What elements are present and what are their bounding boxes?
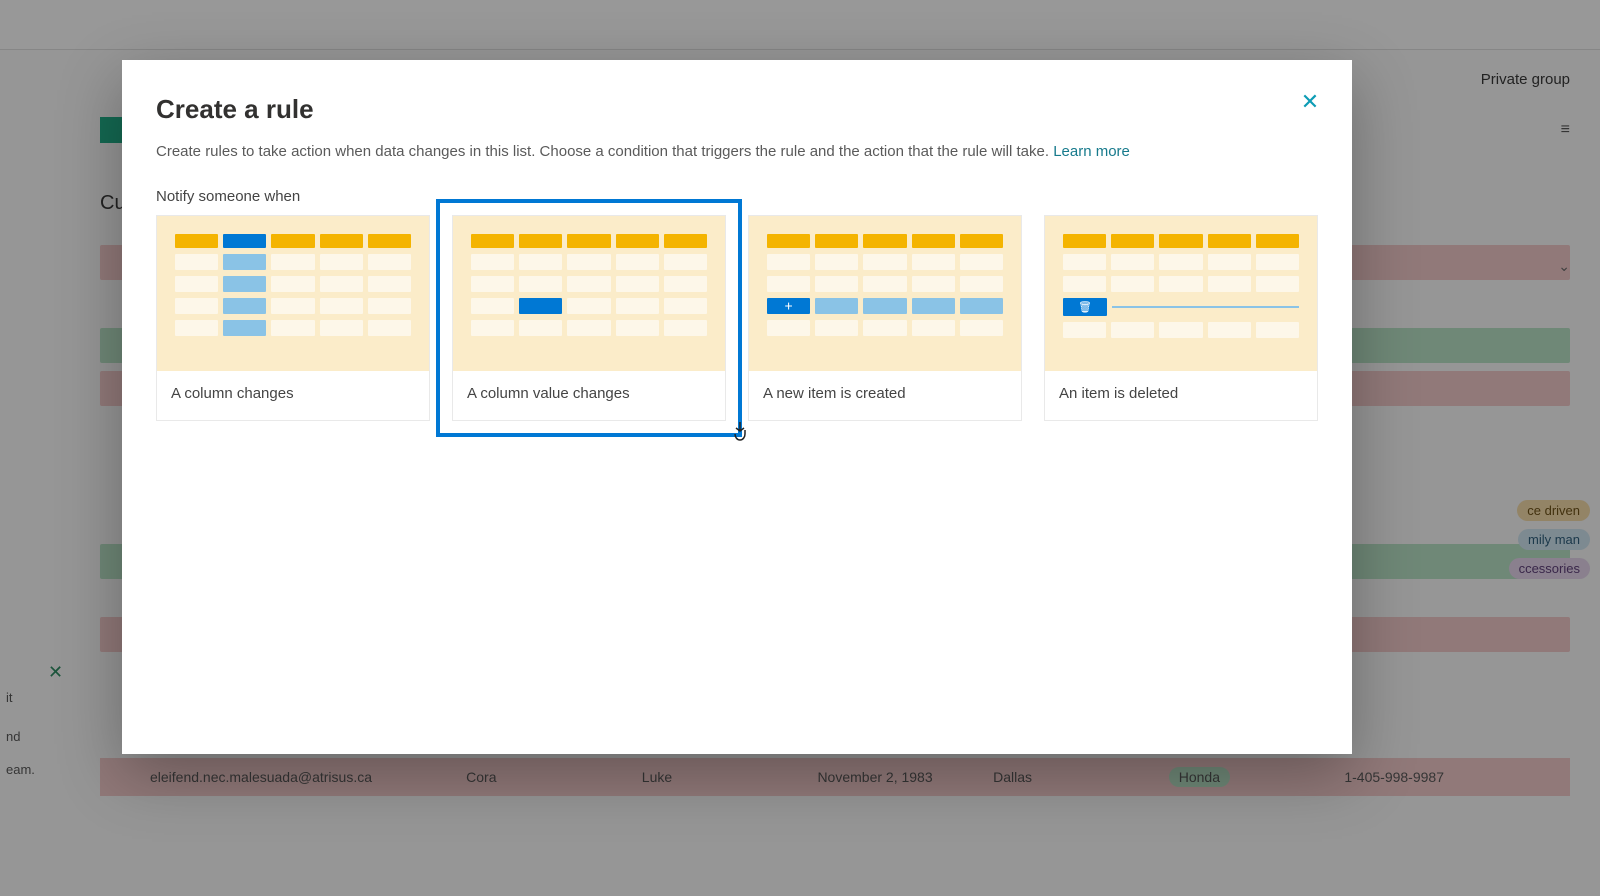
card-label: A column value changes (453, 371, 725, 420)
card-thumbnail (157, 216, 429, 371)
card-thumbnail (749, 216, 1021, 371)
learn-more-link[interactable]: Learn more (1053, 143, 1130, 160)
modal-description: Create rules to take action when data ch… (156, 143, 1318, 160)
card-thumbnail (1045, 216, 1317, 371)
section-label: Notify someone when (156, 188, 1318, 205)
rule-card-item-deleted[interactable]: An item is deleted (1044, 215, 1318, 421)
rule-card-new-item-created[interactable]: A new item is created (748, 215, 1022, 421)
card-label: An item is deleted (1045, 371, 1317, 420)
rule-card-column-changes[interactable]: A column changes (156, 215, 430, 421)
card-label: A column changes (157, 371, 429, 420)
rule-card-column-value-changes[interactable]: A column value changes (452, 215, 726, 421)
close-button[interactable]: ✕ (1296, 88, 1324, 116)
rule-cards: A column changes A column value changes (156, 215, 1318, 421)
modal-title: Create a rule (156, 94, 1318, 125)
create-rule-modal: ✕ Create a rule Create rules to take act… (122, 60, 1352, 754)
card-thumbnail (453, 216, 725, 371)
card-label: A new item is created (749, 371, 1021, 420)
trash-icon (1063, 298, 1107, 316)
cursor-icon (731, 420, 749, 447)
